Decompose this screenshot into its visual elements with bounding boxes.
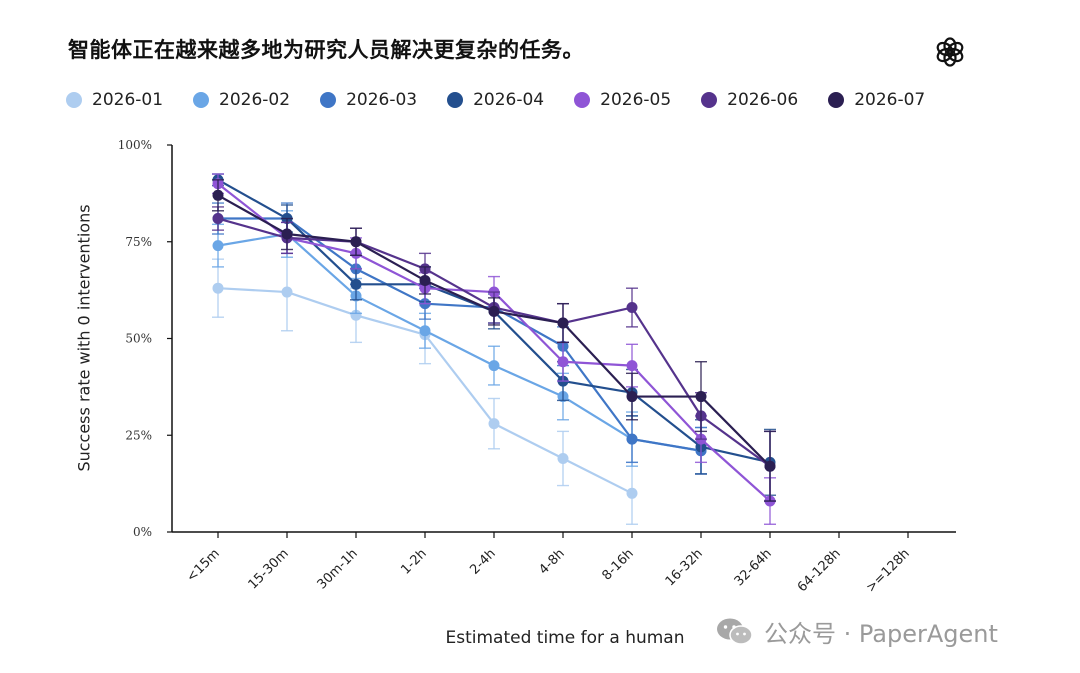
legend-marker [447, 92, 464, 108]
legend-marker [701, 92, 718, 108]
legend-label: 2026-04 [473, 90, 545, 110]
data-point [626, 433, 638, 445]
data-point [212, 213, 224, 225]
data-point [557, 452, 569, 464]
data-point [350, 236, 362, 248]
data-point [419, 325, 431, 337]
data-point [488, 360, 500, 372]
page-title: 智能体正在越来越多地为研究人员解决更复杂的任务。 [68, 38, 584, 62]
legend-item: 2026-02 [193, 90, 290, 110]
y-tick-label: 100% [118, 138, 152, 152]
chart-legend: 2026-01 2026-02 2026-03 2026-04 2026-05 2026-… [66, 88, 955, 112]
data-point [350, 278, 362, 290]
data-point [626, 487, 638, 499]
data-point [557, 356, 569, 368]
legend-label: 2026-05 [600, 90, 672, 110]
data-point [212, 282, 224, 294]
legend-item: 2026-01 [66, 90, 163, 110]
x-tick-label: <15m [184, 546, 223, 585]
legend-marker [66, 92, 82, 108]
x-tick-label: 1-2h [398, 546, 429, 577]
data-point [626, 302, 638, 314]
series-2026-07 [212, 179, 776, 502]
legend-label: 2026-07 [854, 90, 926, 110]
data-point [212, 240, 224, 252]
data-point [695, 391, 707, 403]
data-point [350, 309, 362, 321]
data-point [281, 228, 293, 240]
data-point [281, 286, 293, 298]
openai-logo-icon [936, 37, 964, 67]
wechat-icon [717, 618, 753, 645]
data-point [626, 360, 638, 372]
legend-marker [320, 92, 337, 108]
legend-item: 2026-06 [701, 90, 798, 110]
data-point [419, 274, 431, 286]
y-tick-label: 25% [125, 428, 152, 442]
y-tick-label: 0% [133, 525, 152, 539]
legend-label: 2026-02 [219, 90, 291, 110]
series-line [218, 217, 702, 452]
y-axis-label: Success rate with 0 interventions [74, 204, 94, 472]
legend-item: 2026-04 [447, 90, 544, 110]
x-tick-label: 16-32h [663, 546, 706, 589]
y-tick-label: 75% [125, 235, 152, 249]
x-tick-label: 30m-1h [315, 546, 361, 592]
x-tick-label: 2-4h [467, 546, 498, 577]
legend-label: 2026-03 [346, 90, 418, 110]
watermark-text: 公众号 · PaperAgent [764, 620, 998, 648]
legend-marker [574, 92, 591, 108]
x-tick-label: 4-8h [536, 546, 567, 577]
x-axis-label: Estimated time for a human [445, 628, 685, 648]
legend-item: 2026-07 [828, 90, 925, 110]
legend-marker [193, 92, 210, 108]
data-point [488, 305, 500, 317]
x-tick-label: 15-30m [246, 546, 292, 592]
y-tick-label: 50% [125, 332, 152, 346]
data-point [764, 460, 776, 472]
x-tick-label: 64-128h [795, 546, 844, 595]
legend-label: 2026-01 [92, 90, 164, 110]
data-point [488, 418, 500, 430]
series-line [217, 232, 702, 452]
x-tick-label: 8-16h [600, 546, 637, 583]
legend-label: 2026-06 [727, 90, 799, 110]
legend-item: 2026-03 [320, 90, 417, 110]
data-point [557, 317, 569, 329]
legend-marker [828, 92, 845, 108]
data-point [626, 391, 638, 403]
x-tick-label: 32-64h [732, 546, 775, 589]
watermark: 公众号 · PaperAgent [714, 614, 998, 649]
x-tick-label: >=128h [863, 546, 912, 595]
series-2026-03 [212, 202, 707, 475]
data-point [212, 189, 224, 201]
legend-item: 2026-05 [574, 90, 671, 110]
